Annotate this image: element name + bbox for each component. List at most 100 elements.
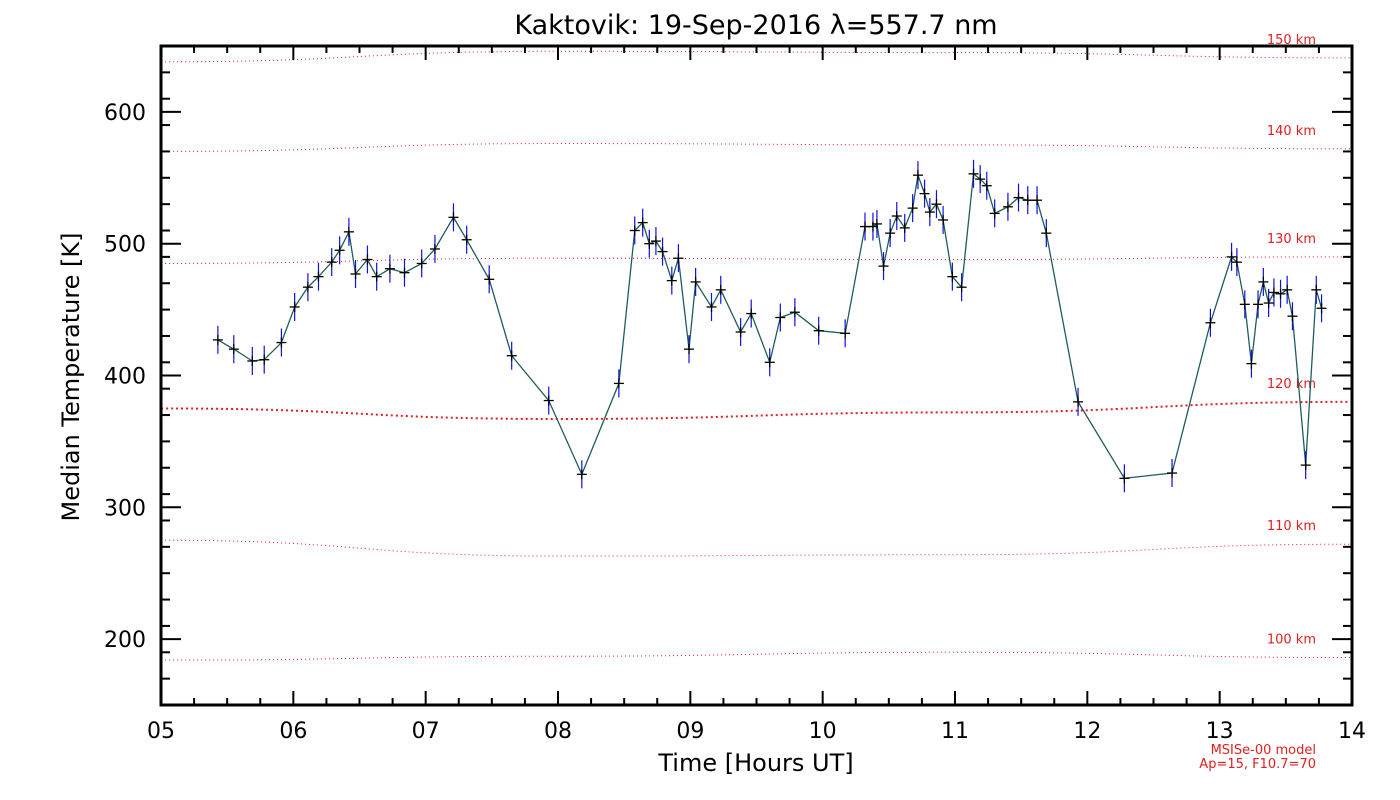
data-point	[912, 170, 923, 181]
data-point	[543, 395, 554, 406]
model-curve	[160, 400, 1353, 420]
model-curve-label: 130 km	[1267, 232, 1316, 247]
data-point	[924, 207, 935, 218]
x-tick-label: 09	[676, 719, 704, 744]
data-point	[1205, 317, 1216, 328]
data-point	[1022, 195, 1033, 206]
data-point	[350, 269, 361, 280]
data-point	[907, 203, 918, 214]
y-tick-label: 200	[104, 628, 146, 653]
x-tick-label: 07	[412, 719, 440, 744]
data-point	[735, 327, 746, 338]
y-axis-label: Median Temperature [K]	[57, 232, 85, 521]
model-curve	[160, 143, 1353, 152]
data-point	[313, 271, 324, 282]
data-point	[429, 243, 440, 254]
data-point	[891, 211, 902, 222]
data-point	[706, 301, 717, 312]
data-point	[789, 307, 800, 318]
data-point	[968, 168, 979, 179]
data-point	[1253, 299, 1264, 310]
data-point	[384, 263, 395, 274]
data-point	[1300, 460, 1311, 471]
data-point	[1316, 303, 1327, 314]
data-point	[878, 261, 889, 272]
data-point	[1119, 473, 1130, 484]
data-point	[899, 222, 910, 233]
model-curve	[160, 539, 1353, 557]
x-tick-label: 11	[941, 719, 969, 744]
data-point	[212, 334, 223, 345]
data-point	[947, 271, 958, 282]
data-point	[764, 357, 775, 368]
model-curve-label: 100 km	[1267, 633, 1316, 648]
data-point	[362, 254, 373, 265]
x-tick-label: 05	[147, 719, 175, 744]
data-point	[1263, 298, 1274, 309]
data-point	[1246, 358, 1257, 369]
data-point	[938, 214, 949, 225]
data-point	[416, 258, 427, 269]
data-point	[840, 328, 851, 339]
data-point	[228, 344, 239, 355]
data-point	[975, 174, 986, 185]
data-point	[637, 217, 648, 228]
data-point	[576, 469, 587, 480]
model-curve	[160, 651, 1353, 661]
data-point	[259, 354, 270, 365]
data-point	[871, 218, 882, 229]
model-note-line2: Ap=15, F10.7=70	[1199, 757, 1316, 772]
data-point	[813, 325, 824, 336]
model-curve-label: 120 km	[1267, 377, 1316, 392]
model-curve-label: 150 km	[1267, 33, 1316, 48]
data-point	[1041, 228, 1052, 239]
data-point	[989, 208, 1000, 219]
series-layer	[212, 159, 1327, 493]
data-point	[343, 226, 354, 237]
data-point	[1282, 284, 1293, 295]
data-point	[666, 275, 677, 286]
data-point	[1167, 468, 1178, 479]
data-point	[1287, 311, 1298, 322]
data-point	[956, 282, 967, 293]
data-point	[644, 238, 655, 249]
data-point	[613, 378, 624, 389]
data-point	[746, 308, 757, 319]
data-point	[981, 180, 992, 191]
data-point	[289, 301, 300, 312]
chart-title: Kaktovik: 19-Sep-2016 λ=557.7 nm	[514, 10, 997, 41]
data-point	[1258, 276, 1269, 287]
model-curve-label: 110 km	[1267, 519, 1316, 534]
data-point	[484, 274, 495, 285]
data-point	[1013, 192, 1024, 203]
data-point	[715, 284, 726, 295]
data-point	[931, 199, 942, 210]
data-point	[276, 337, 287, 348]
x-axis-label: Time [Hours UT]	[657, 749, 853, 777]
data-point	[657, 246, 668, 257]
x-tick-label: 14	[1338, 719, 1366, 744]
y-tick-label: 500	[104, 233, 146, 258]
x-tick-label: 13	[1206, 719, 1234, 744]
data-point	[506, 350, 517, 361]
data-point	[690, 276, 701, 287]
data-point	[1268, 287, 1279, 298]
model-note-line1: MSISe-00 model	[1211, 743, 1316, 758]
data-point	[629, 225, 640, 236]
data-point	[885, 228, 896, 239]
y-tick-label: 600	[104, 101, 146, 126]
data-point	[775, 312, 786, 323]
data-point	[1073, 396, 1084, 407]
model-layer: 150 km 140 km 130 km 120 km 110 km 100 km	[160, 33, 1353, 661]
data-point	[302, 282, 313, 293]
data-point	[1231, 257, 1242, 268]
data-point	[334, 245, 345, 256]
data-point	[448, 212, 459, 223]
data-point	[1002, 201, 1013, 212]
data-point	[673, 253, 684, 264]
data-point	[247, 356, 258, 367]
data-point	[1239, 299, 1250, 310]
y-tick-label: 300	[104, 496, 146, 521]
x-tick-label: 06	[279, 719, 307, 744]
